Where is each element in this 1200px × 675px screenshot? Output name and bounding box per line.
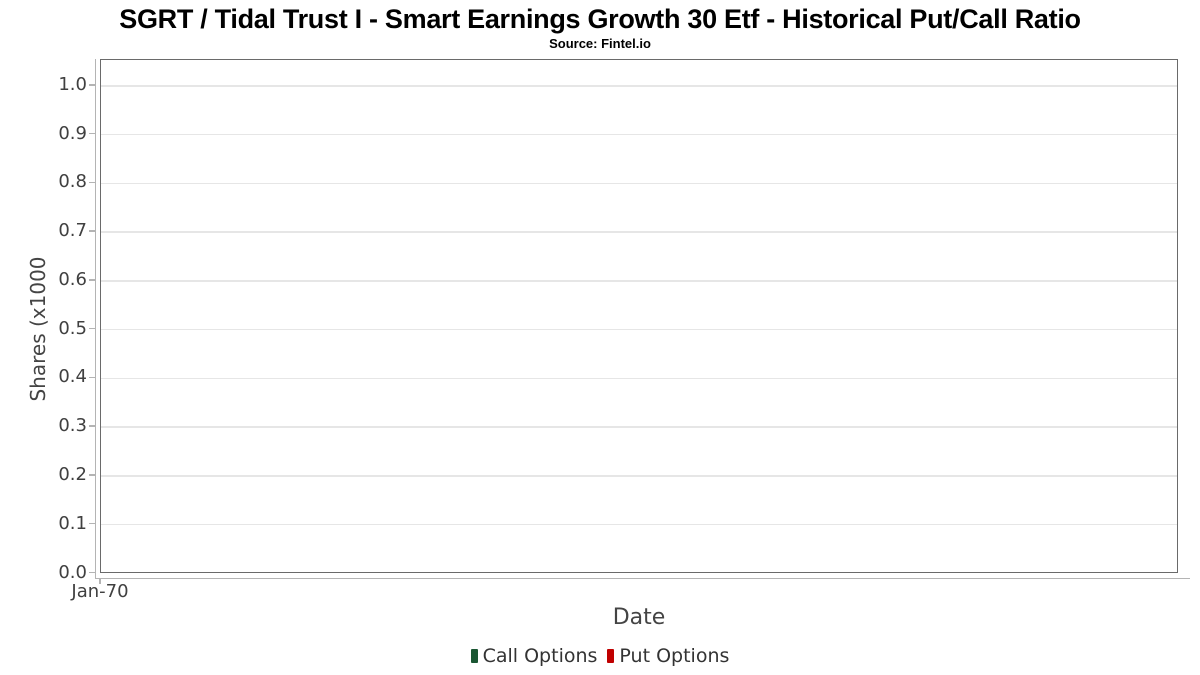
y-tick-label: 0.9 (58, 122, 87, 144)
chart-subtitle: Source: Fintel.io (549, 36, 651, 51)
y-tick (88, 230, 95, 232)
gridline (101, 328, 1177, 331)
y-tick (88, 376, 95, 379)
y-tick (88, 522, 95, 525)
y-tick (88, 425, 95, 427)
y-tick (88, 279, 95, 281)
gridline (101, 231, 1177, 233)
gridline (101, 426, 1177, 428)
chart-title: SGRT / Tidal Trust I - Smart Earnings Gr… (119, 4, 1081, 34)
y-tick-label: 0.3 (58, 415, 87, 437)
y-tick (88, 571, 95, 574)
y-tick-label: 0.4 (58, 366, 87, 388)
y-tick (88, 132, 95, 135)
y-tick-label: 0.6 (58, 268, 87, 290)
y-axis-line (94, 59, 96, 578)
y-tick-label: 0.8 (58, 171, 87, 193)
gridline (101, 85, 1177, 87)
legend-marker-put-options-icon (607, 649, 615, 663)
gridline (101, 475, 1177, 477)
gridline (101, 133, 1177, 136)
legend-item-call-options: Call Options (470, 645, 598, 667)
y-tick (88, 84, 95, 86)
gridline (101, 280, 1177, 282)
y-tick-label: 1.0 (58, 73, 87, 95)
y-tick (88, 474, 95, 476)
legend-item-put-options: Put Options (607, 645, 729, 667)
y-tick-label: 0.7 (58, 220, 87, 242)
legend-marker-call-options-icon (470, 649, 478, 663)
y-tick (88, 327, 95, 330)
x-tick (99, 579, 101, 584)
x-axis-title: Date (612, 605, 666, 630)
gridline (101, 523, 1177, 526)
plot-area (100, 59, 1178, 573)
y-tick-label: 0.1 (58, 512, 87, 534)
legend-label: Put Options (619, 645, 730, 667)
y-tick-label: 0.0 (58, 561, 87, 583)
gridline (101, 377, 1177, 380)
legend-label: Call Options (482, 645, 598, 667)
x-axis-line (94, 577, 1190, 579)
x-tick-label: Jan-70 (71, 581, 129, 602)
y-tick-label: 0.2 (58, 463, 87, 485)
y-tick-label: 0.5 (58, 317, 87, 339)
y-tick (88, 181, 95, 184)
gridline (101, 182, 1177, 185)
legend: Call Options Put Options (0, 645, 1200, 667)
